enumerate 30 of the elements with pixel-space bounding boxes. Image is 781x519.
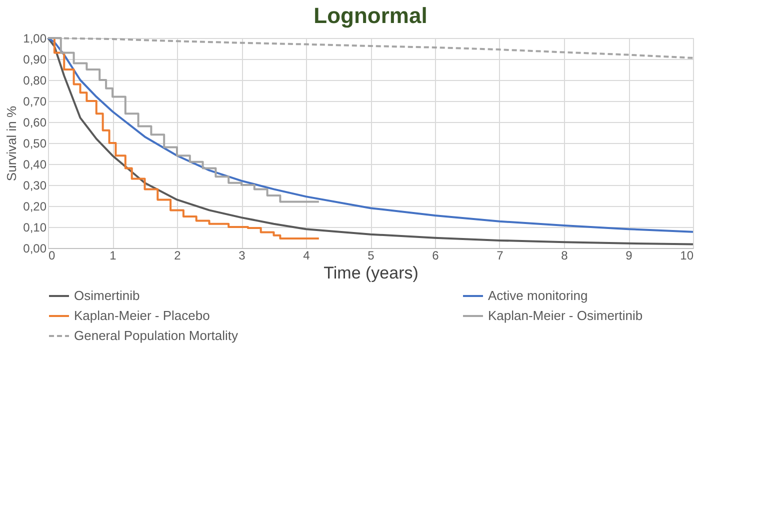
x-tick-label: 6 — [432, 248, 440, 262]
x-tick-label: 7 — [496, 248, 504, 262]
x-tick-label: 0 — [48, 248, 56, 262]
chart-title: Lognormal — [314, 3, 428, 28]
y-tick-label: 0,70 — [23, 94, 47, 108]
x-axis-title: Time (years) — [324, 264, 418, 282]
x-tick-label: 3 — [238, 248, 246, 262]
y-tick-label: 1,00 — [23, 32, 47, 46]
legend-label: General Population Mortality — [74, 328, 239, 343]
x-tick-label: 8 — [561, 248, 568, 262]
y-tick-label: 0,50 — [23, 136, 47, 150]
legend-label: Kaplan-Meier - Osimertinib — [488, 308, 643, 323]
legend-label: Osimertinib — [74, 288, 140, 303]
x-tick-label: 9 — [626, 248, 633, 262]
y-tick-label: 0,00 — [23, 242, 47, 256]
y-tick-label: 0,30 — [23, 178, 47, 192]
x-tick-label: 1 — [110, 248, 117, 262]
y-tick-label: 0,20 — [23, 200, 47, 214]
y-axis-title: Survival in % — [4, 105, 20, 182]
x-tick-label: 4 — [303, 248, 310, 262]
y-tick-label: 0,40 — [23, 158, 47, 172]
x-tick-label: 10 — [680, 248, 694, 262]
y-tick-label: 0,80 — [23, 74, 47, 88]
x-tick-label: 2 — [174, 248, 182, 262]
x-tick-label: 5 — [368, 248, 375, 262]
y-tick-label: 0,90 — [23, 52, 47, 66]
y-tick-label: 0,10 — [23, 220, 47, 234]
legend-label: Active monitoring — [488, 288, 588, 303]
legend-label: Kaplan-Meier - Placebo — [74, 308, 210, 323]
y-tick-label: 0,60 — [23, 116, 47, 130]
